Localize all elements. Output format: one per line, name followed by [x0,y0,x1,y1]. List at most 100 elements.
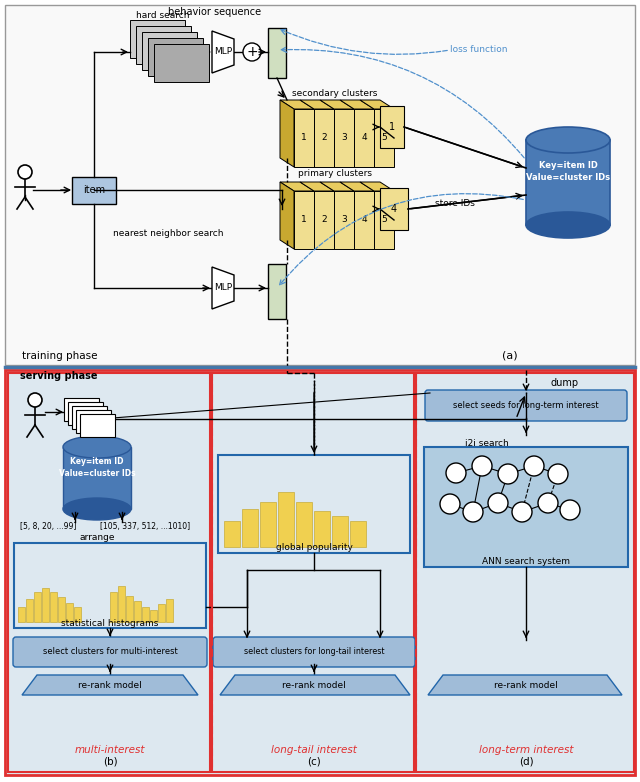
Bar [150,610,157,622]
Circle shape [446,463,466,483]
Text: re-rank model: re-rank model [282,680,346,690]
Bar [66,603,73,622]
Bar [268,28,286,78]
Bar [212,373,414,772]
Bar [130,20,185,58]
Bar [72,406,107,429]
Text: MLP: MLP [214,48,232,56]
Bar [63,447,131,509]
Text: secondary clusters: secondary clusters [292,88,378,98]
Circle shape [472,456,492,476]
Bar [76,410,111,433]
Text: 1: 1 [301,216,307,224]
Text: hard search: hard search [136,12,189,20]
Bar [110,592,117,622]
Polygon shape [320,100,354,109]
Polygon shape [360,100,394,109]
Circle shape [243,43,261,61]
Text: nearest neighbor search: nearest neighbor search [113,228,223,238]
Bar [158,604,165,622]
Bar [134,601,141,622]
Text: loss function: loss function [450,45,508,55]
Text: MLP: MLP [214,284,232,292]
Polygon shape [340,182,374,191]
Text: item: item [83,185,105,195]
Text: 5: 5 [381,134,387,142]
Text: long-tail interest: long-tail interest [271,745,357,755]
Circle shape [548,464,568,484]
Polygon shape [320,182,354,191]
Text: 1: 1 [301,134,307,142]
FancyBboxPatch shape [425,390,627,421]
Polygon shape [300,182,334,191]
Text: Value=cluster IDs: Value=cluster IDs [59,469,135,479]
Bar [314,109,334,167]
Text: arrange: arrange [79,533,115,541]
Polygon shape [340,100,374,109]
Polygon shape [360,182,394,191]
Bar [42,588,49,622]
Text: +: + [246,45,258,59]
Text: global popularity: global popularity [276,543,353,553]
Polygon shape [280,100,314,109]
Text: select clusters for long-tail interest: select clusters for long-tail interest [244,647,384,657]
Text: 4: 4 [391,204,397,214]
Bar [296,501,312,547]
Ellipse shape [63,498,131,520]
Bar [374,109,394,167]
Bar [334,191,354,249]
Bar [166,599,173,622]
Bar [374,191,394,249]
Text: Key=item ID: Key=item ID [70,457,124,467]
Text: 1: 1 [389,122,395,132]
Ellipse shape [526,212,610,238]
Text: Key=item ID: Key=item ID [539,160,597,170]
Text: long-term interest: long-term interest [479,745,573,755]
Bar [380,106,404,148]
Bar [72,177,116,204]
Bar [242,509,258,547]
Bar [224,521,240,547]
Bar [526,140,610,225]
Bar [34,592,41,622]
FancyBboxPatch shape [213,637,415,667]
Text: select clusters for multi-interest: select clusters for multi-interest [43,647,177,657]
Text: [5, 8, 20, ...99]: [5, 8, 20, ...99] [20,522,76,532]
Text: re-rank model: re-rank model [78,680,142,690]
Bar [314,191,334,249]
Polygon shape [300,100,334,109]
Ellipse shape [63,436,131,458]
Polygon shape [280,182,314,191]
Circle shape [524,456,544,476]
Text: (a): (a) [502,351,518,361]
Bar [334,109,354,167]
Circle shape [463,502,483,522]
Bar [142,32,197,70]
Bar [64,398,99,421]
Text: statistical histograms: statistical histograms [61,619,159,629]
Bar [314,511,330,547]
Bar [332,516,348,547]
Bar [148,38,203,76]
Circle shape [512,502,532,522]
Text: read: read [87,429,107,437]
Text: 2: 2 [321,216,327,224]
Circle shape [560,500,580,520]
Text: [105, 337, 512, ...1010]: [105, 337, 512, ...1010] [100,522,190,532]
Bar [118,586,125,622]
Circle shape [538,493,558,513]
Bar [58,597,65,622]
Bar [136,26,191,64]
Bar [294,191,314,249]
Polygon shape [280,100,294,167]
Bar [68,402,103,425]
Text: select seeds for long-term interest: select seeds for long-term interest [453,400,599,410]
Text: multi-interest: multi-interest [75,745,145,755]
Bar [80,414,115,437]
Circle shape [28,393,42,407]
Text: dump: dump [551,378,579,388]
Text: 2: 2 [321,134,327,142]
Bar [8,373,210,772]
Bar [278,492,294,547]
Bar [380,188,408,230]
